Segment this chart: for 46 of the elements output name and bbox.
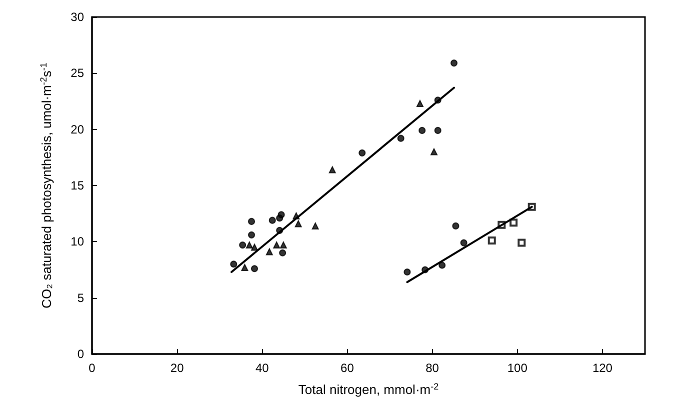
y-tick-label: 5 xyxy=(77,290,84,305)
point xyxy=(248,231,256,238)
point xyxy=(450,60,458,67)
point xyxy=(518,238,526,247)
point xyxy=(416,100,424,107)
point xyxy=(404,268,411,276)
x-tick-label: 100 xyxy=(507,361,528,375)
point xyxy=(312,222,319,230)
point xyxy=(246,242,253,249)
point xyxy=(418,126,426,134)
point xyxy=(273,242,280,249)
point xyxy=(278,211,285,218)
y-tick-label: 0 xyxy=(77,347,84,361)
point xyxy=(328,166,336,174)
point xyxy=(251,265,258,272)
y-tick-label: 25 xyxy=(70,66,84,80)
y-tick-label: 30 xyxy=(70,10,84,24)
x-tick-label: 40 xyxy=(255,361,270,375)
point xyxy=(241,264,248,272)
y-tick-label: 20 xyxy=(70,122,84,136)
point xyxy=(294,220,302,228)
point xyxy=(434,126,442,134)
point xyxy=(430,148,438,156)
point xyxy=(268,216,276,224)
point xyxy=(438,262,446,269)
x-tick-label: 80 xyxy=(426,361,440,375)
point xyxy=(250,244,258,251)
point xyxy=(460,239,468,246)
point xyxy=(279,249,286,256)
y-axis-title: CO₂ saturated photosynthesis, umol·m-2s-1 xyxy=(38,62,54,308)
y-tick-label: 15 xyxy=(70,178,84,192)
point xyxy=(280,242,287,249)
point xyxy=(239,242,246,249)
point xyxy=(397,134,404,142)
x-tick-label: 120 xyxy=(592,361,613,375)
x-tick-label: 60 xyxy=(340,361,354,375)
point xyxy=(230,260,238,268)
point xyxy=(266,248,273,256)
point xyxy=(452,222,460,230)
point xyxy=(488,236,496,245)
point xyxy=(248,218,256,225)
x-tick-label: 0 xyxy=(88,361,96,375)
point xyxy=(358,149,366,156)
point xyxy=(510,218,518,227)
y-tick-label: 10 xyxy=(70,234,84,249)
x-tick-label: 20 xyxy=(170,361,184,375)
